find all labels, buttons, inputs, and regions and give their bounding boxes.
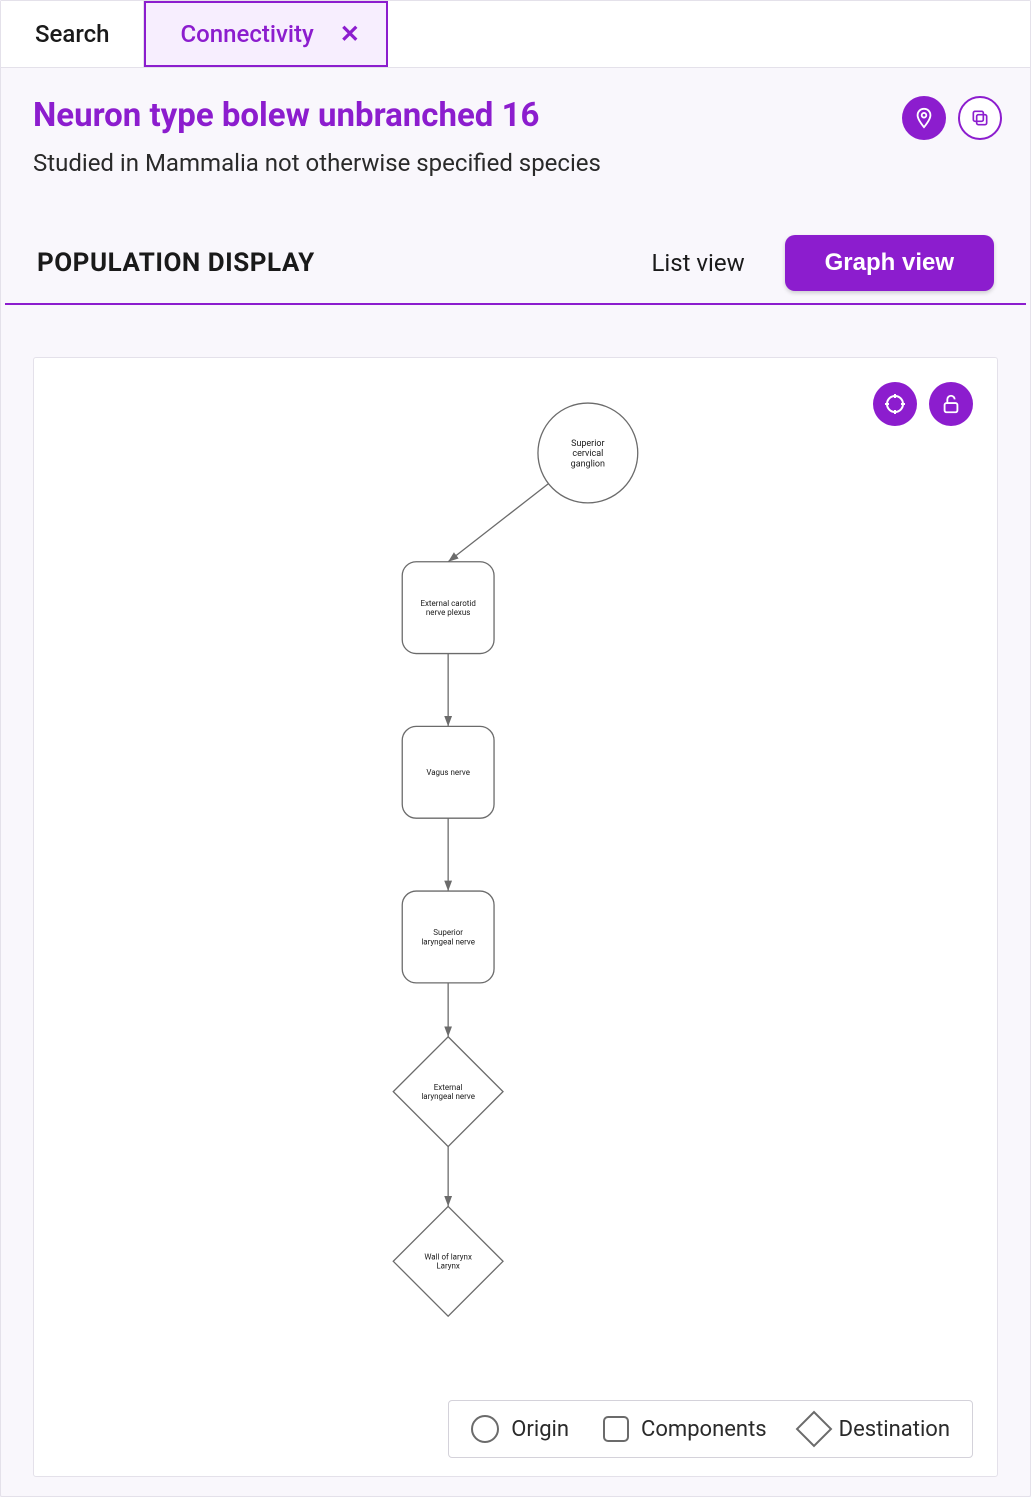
graph-node[interactable]: Superiorcervicalganglion bbox=[538, 403, 638, 503]
graph-legend: Origin Components Destination bbox=[448, 1400, 973, 1458]
page-title: Neuron type bolew unbranched 16 bbox=[33, 96, 998, 135]
legend-components-label: Components bbox=[641, 1417, 767, 1442]
close-icon[interactable]: ✕ bbox=[340, 20, 360, 48]
graph-node-label: Superiorcervicalganglion bbox=[571, 439, 605, 470]
legend-destination: Destination bbox=[801, 1416, 950, 1442]
header-actions bbox=[902, 96, 1002, 140]
graph-node[interactable]: Vagus nerve bbox=[402, 726, 494, 818]
legend-origin: Origin bbox=[471, 1415, 569, 1443]
header: Neuron type bolew unbranched 16 Studied … bbox=[1, 68, 1030, 195]
graph-node-label: Vagus nerve bbox=[426, 768, 470, 777]
legend-components: Components bbox=[603, 1416, 767, 1442]
location-pin-icon[interactable] bbox=[902, 96, 946, 140]
graph-svg: Superiorcervicalganglion External carotid… bbox=[34, 358, 997, 1476]
copy-icon[interactable] bbox=[958, 96, 1002, 140]
graph-canvas[interactable]: Superiorcervicalganglion External carotid… bbox=[33, 357, 998, 1477]
tab-connectivity-label: Connectivity bbox=[180, 20, 313, 48]
page-subtitle: Studied in Mammalia not otherwise specif… bbox=[33, 149, 998, 177]
legend-origin-label: Origin bbox=[511, 1417, 569, 1442]
graph-node[interactable]: External carotidnerve plexus bbox=[402, 562, 494, 654]
legend-destination-label: Destination bbox=[839, 1417, 950, 1442]
tab-connectivity[interactable]: Connectivity ✕ bbox=[144, 1, 387, 67]
graph-view-toggle[interactable]: Graph view bbox=[785, 235, 994, 291]
list-view-toggle[interactable]: List view bbox=[651, 249, 744, 277]
graph-node[interactable]: Wall of larynxLarynx bbox=[393, 1206, 503, 1316]
graph-edge bbox=[448, 484, 548, 562]
tab-search[interactable]: Search bbox=[1, 1, 144, 67]
tab-bar: Search Connectivity ✕ bbox=[1, 1, 1030, 68]
connectivity-panel: Search Connectivity ✕ Neuron type bolew … bbox=[0, 0, 1031, 1497]
view-toggle: List view Graph view bbox=[651, 235, 994, 291]
square-icon bbox=[603, 1416, 629, 1442]
graph-node[interactable]: Externallaryngeal nerve bbox=[393, 1037, 503, 1147]
graph-node[interactable]: Superiorlaryngeal nerve bbox=[402, 891, 494, 983]
graph-node-label: External carotidnerve plexus bbox=[420, 599, 475, 617]
population-display-header: POPULATION DISPLAY List view Graph view bbox=[5, 195, 1026, 305]
circle-icon bbox=[471, 1415, 499, 1443]
diamond-icon bbox=[795, 1411, 832, 1448]
tab-search-label: Search bbox=[35, 20, 109, 48]
section-title: POPULATION DISPLAY bbox=[37, 248, 315, 278]
